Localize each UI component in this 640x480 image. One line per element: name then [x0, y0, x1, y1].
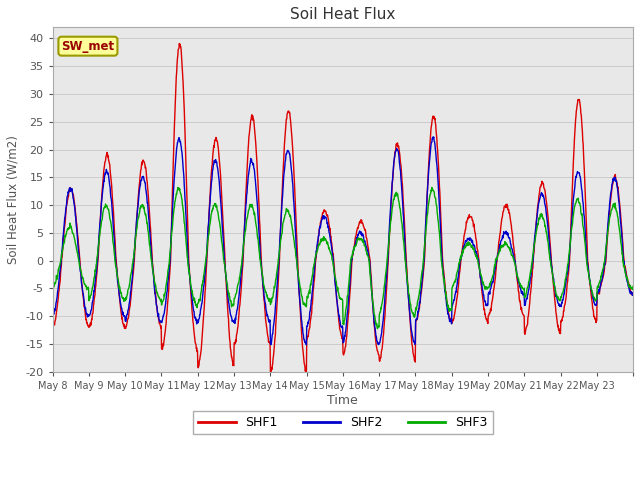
- SHF3: [140, 205, 147, 211]
- SHF1: [175, 41, 183, 47]
- SHF1: [328, 248, 336, 253]
- SHF3: [566, 247, 573, 252]
- SHF2: [566, 250, 573, 256]
- Y-axis label: Soil Heat Flux (W/m2): Soil Heat Flux (W/m2): [7, 135, 20, 264]
- SHF2: [140, 174, 147, 180]
- SHF2: [317, 220, 325, 226]
- SHF1: [566, 258, 573, 264]
- X-axis label: Time: Time: [328, 394, 358, 407]
- SHF2: [481, 298, 488, 303]
- SHF1: [317, 215, 325, 220]
- SHF3: [629, 284, 637, 289]
- Legend: SHF1, SHF2, SHF3: SHF1, SHF2, SHF3: [193, 411, 493, 434]
- Text: SW_met: SW_met: [61, 40, 115, 53]
- SHF1: [629, 292, 637, 298]
- SHF1: [303, 371, 310, 377]
- SHF3: [481, 284, 488, 290]
- SHF3: [428, 185, 436, 191]
- SHF3: [623, 274, 630, 280]
- Line: SHF2: SHF2: [52, 137, 633, 345]
- SHF2: [623, 273, 630, 278]
- SHF1: [140, 158, 147, 164]
- SHF1: [49, 323, 56, 328]
- SHF2: [629, 291, 637, 297]
- SHF1: [481, 306, 488, 312]
- Line: SHF3: SHF3: [52, 188, 633, 329]
- SHF3: [328, 252, 335, 258]
- SHF2: [303, 342, 310, 348]
- SHF3: [317, 236, 324, 242]
- SHF2: [328, 248, 336, 253]
- SHF3: [49, 287, 56, 293]
- SHF1: [623, 271, 630, 276]
- SHF2: [429, 134, 437, 140]
- Title: Soil Heat Flux: Soil Heat Flux: [290, 7, 396, 22]
- Line: SHF1: SHF1: [52, 44, 633, 374]
- SHF3: [374, 326, 381, 332]
- SHF2: [49, 315, 56, 321]
